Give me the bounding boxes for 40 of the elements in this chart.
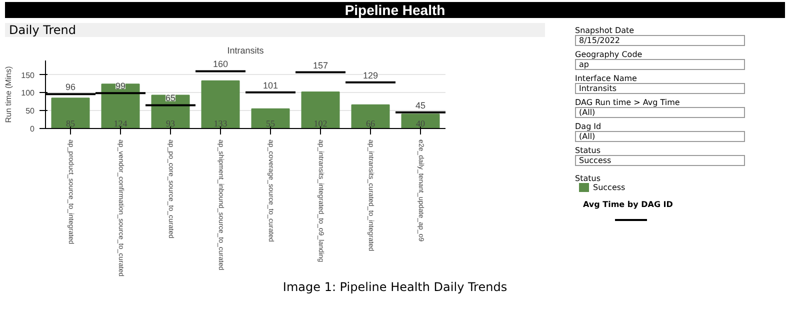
text: Success xyxy=(575,155,745,166)
data-label: 40 xyxy=(416,118,426,128)
legend-title: Status xyxy=(575,174,602,183)
data-label: 85 xyxy=(66,118,76,128)
data-label: 124 xyxy=(114,118,128,128)
data-label: 102 xyxy=(314,118,328,128)
legend-label: Success xyxy=(592,183,626,192)
text: (All) xyxy=(575,107,745,118)
y-axis-title: Run time (Mins) xyxy=(4,66,14,123)
y-tick-label: 0 xyxy=(30,124,36,134)
text: Geography Code xyxy=(575,50,644,59)
y-tick-label: 100 xyxy=(21,88,36,98)
text: ap xyxy=(575,59,745,70)
chart-subtitle: Daily Trend xyxy=(5,23,545,37)
ref-line-label: 101 xyxy=(262,80,278,90)
ref-line-label: 157 xyxy=(312,60,328,70)
ref-line-label: 160 xyxy=(212,59,228,70)
text: 8/15/2022 xyxy=(575,35,745,46)
data-label: 55 xyxy=(266,118,276,128)
text: Intransits xyxy=(227,46,264,56)
text: Intransits xyxy=(575,83,745,94)
text: DAG Run time > Avg Time xyxy=(575,98,681,107)
ref-line-label: 96 xyxy=(65,82,76,92)
data-label: 66 xyxy=(366,118,376,128)
data-label: 133 xyxy=(214,118,228,128)
ref-line-label: 129 xyxy=(362,70,378,80)
text: Dag Id xyxy=(575,122,602,131)
y-tick-label: 150 xyxy=(21,70,36,80)
ref-line-label: 45 xyxy=(415,100,426,110)
ref-line-label: 65 xyxy=(165,93,176,104)
text: Status xyxy=(575,146,602,155)
text: Avg Time by DAG ID xyxy=(583,200,674,210)
y-tick-label: 50 xyxy=(26,106,36,116)
ref-line-label: 99 xyxy=(115,81,126,92)
data-label: 93 xyxy=(166,118,176,128)
text: (All) xyxy=(575,131,745,142)
text: Snapshot Date xyxy=(575,26,636,35)
text: Image 1: Pipeline Health Daily Trends xyxy=(282,280,508,294)
chart-title: Pipeline Health xyxy=(5,2,785,18)
text: Interface Name xyxy=(575,74,638,83)
